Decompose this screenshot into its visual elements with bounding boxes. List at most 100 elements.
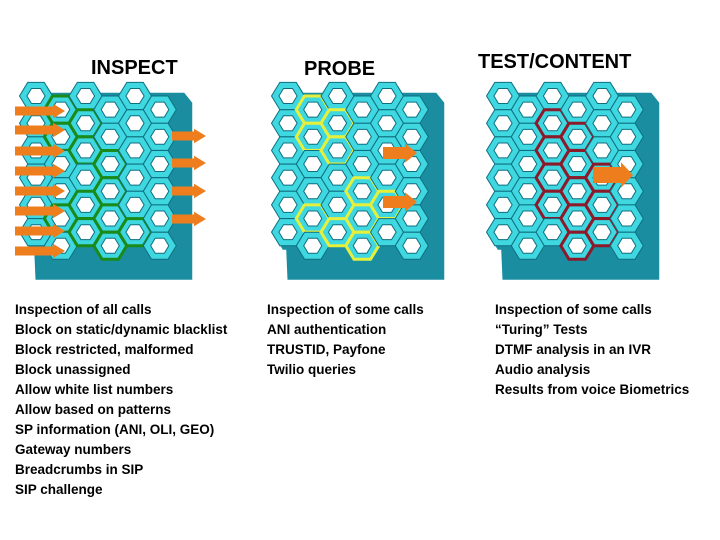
cell-hole xyxy=(567,183,587,200)
cell-hole xyxy=(518,183,538,200)
cell-hole xyxy=(278,142,298,159)
inspect-honeycomb xyxy=(18,81,193,280)
cell-hole xyxy=(100,183,120,200)
output-arrow xyxy=(172,128,206,144)
cell-hole xyxy=(75,88,96,104)
input-arrow xyxy=(15,163,65,179)
cell-hole xyxy=(518,128,538,145)
cell-hole xyxy=(100,237,120,254)
cell-hole xyxy=(377,88,397,104)
cell-hole xyxy=(493,142,513,159)
cell-hole xyxy=(542,224,563,241)
cell-hole xyxy=(542,169,563,186)
cell-hole xyxy=(542,142,563,159)
input-arrow xyxy=(15,223,65,239)
probe-list: Inspection of some calls ANI authenticat… xyxy=(267,300,424,380)
cell-hole xyxy=(303,128,323,145)
list-item: TRUSTID, Payfone xyxy=(267,342,386,357)
output-arrow xyxy=(172,183,206,199)
cell-hole xyxy=(125,88,145,104)
cell-hole xyxy=(75,115,96,132)
list-item: Breadcrumbs in SIP xyxy=(15,462,144,477)
input-arrow xyxy=(15,183,65,199)
input-arrow xyxy=(15,122,65,138)
probe-honeycomb xyxy=(270,81,445,280)
list-item: Results from voice Biometrics xyxy=(495,382,690,397)
cell-hole xyxy=(518,101,538,118)
cell-hole xyxy=(592,115,612,132)
cell-hole xyxy=(493,88,513,104)
input-arrow xyxy=(15,143,65,159)
cell-hole xyxy=(75,142,96,159)
cell-hole xyxy=(542,115,563,132)
list-item: Gateway numbers xyxy=(15,442,132,457)
cell-hole xyxy=(617,128,637,145)
cell-hole xyxy=(150,210,170,227)
cell-hole xyxy=(150,237,170,254)
cell-hole xyxy=(150,183,170,200)
cell-hole xyxy=(125,142,145,159)
cell-hole xyxy=(352,156,372,172)
cell-hole xyxy=(26,88,46,104)
cell-hole xyxy=(493,169,513,186)
cell-hole xyxy=(150,101,170,118)
cell-hole xyxy=(377,224,397,241)
cell-hole xyxy=(278,88,298,104)
cell-hole xyxy=(592,196,612,213)
cell-hole xyxy=(125,224,145,241)
list-item: Audio analysis xyxy=(495,362,591,377)
input-arrow xyxy=(15,103,65,119)
cell-hole xyxy=(518,156,538,172)
cell-hole xyxy=(278,115,298,132)
input-arrow xyxy=(15,243,65,259)
cell-hole xyxy=(617,183,637,200)
cell-hole xyxy=(327,224,348,241)
list-item: Inspection of some calls xyxy=(267,302,424,317)
cell-hole xyxy=(327,115,348,132)
cell-hole xyxy=(327,88,348,104)
cell-hole xyxy=(303,237,323,254)
cell-hole xyxy=(567,128,587,145)
list-item: DTMF analysis in an IVR xyxy=(495,342,652,357)
cell-hole xyxy=(75,169,96,186)
cell-hole xyxy=(617,237,637,254)
cell-hole xyxy=(542,88,563,104)
cell-hole xyxy=(493,224,513,241)
output-arrow xyxy=(172,155,206,171)
cell-hole xyxy=(278,196,298,213)
list-item: Allow based on patterns xyxy=(15,402,172,417)
cell-hole xyxy=(592,88,612,104)
list-item: Inspection of some calls xyxy=(495,302,652,317)
cell-hole xyxy=(303,183,323,200)
cell-hole xyxy=(352,183,372,200)
cell-hole xyxy=(100,128,120,145)
cell-hole xyxy=(75,224,96,241)
inspect-list: Inspection of all calls Block on static/… xyxy=(15,300,227,500)
cell-hole xyxy=(75,196,96,213)
probe-title: PROBE xyxy=(304,58,376,80)
output-arrow xyxy=(172,211,206,227)
cell-hole xyxy=(125,115,145,132)
cell-hole xyxy=(617,210,637,227)
cell-hole xyxy=(327,196,348,213)
cell-hole xyxy=(617,101,637,118)
cell-hole xyxy=(518,210,538,227)
cell-hole xyxy=(567,101,587,118)
cell-hole xyxy=(567,237,587,254)
cell-hole xyxy=(352,237,372,254)
cell-hole xyxy=(592,224,612,241)
cell-hole xyxy=(592,142,612,159)
cell-hole xyxy=(100,101,120,118)
test-content-list: Inspection of some calls “Turing” Tests … xyxy=(495,300,689,400)
cell-hole xyxy=(352,210,372,227)
inspect-title: INSPECT xyxy=(91,57,178,79)
list-item: Allow white list numbers xyxy=(15,382,174,397)
list-item: Twilio queries xyxy=(267,362,357,377)
cell-hole xyxy=(402,237,422,254)
test-content-title: TEST/CONTENT xyxy=(478,51,632,73)
cell-hole xyxy=(352,101,372,118)
test-content-honeycomb xyxy=(485,81,660,280)
cell-hole xyxy=(278,169,298,186)
cell-hole xyxy=(402,128,422,145)
